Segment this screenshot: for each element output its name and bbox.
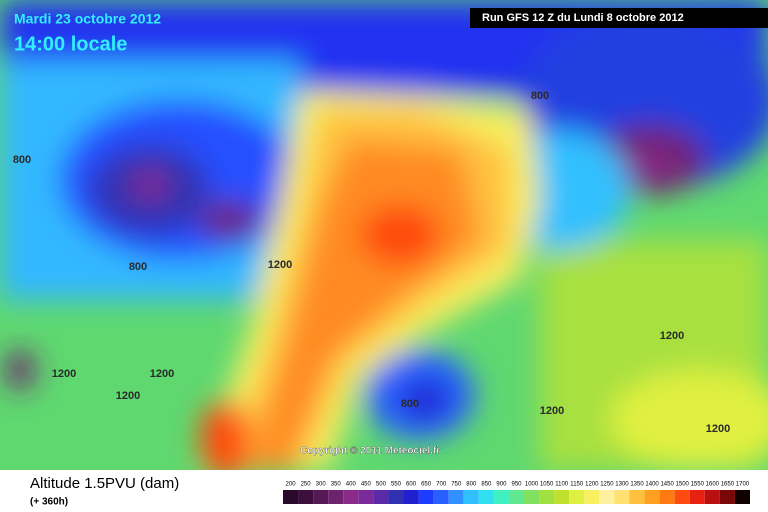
contour-label: 800 (13, 154, 31, 166)
map-field (0, 0, 768, 470)
legend-swatch (689, 490, 705, 504)
legend-label: 1550 (691, 482, 705, 488)
run-box (470, 8, 768, 28)
legend-swatch (659, 490, 675, 504)
legend-label: 800 (466, 482, 477, 488)
legend-swatch (614, 490, 630, 504)
legend-swatch (599, 490, 615, 504)
contour-label: 800 (531, 90, 549, 102)
legend-swatch (328, 490, 344, 504)
copyright: Copyright © 2011 Meteociel.fr (300, 446, 440, 457)
legend-swatch (448, 490, 464, 504)
legend-label: 900 (496, 482, 507, 488)
contour-label: 1200 (540, 405, 564, 417)
legend-swatch (478, 490, 494, 504)
legend-label: 950 (511, 482, 522, 488)
legend-label: 450 (361, 482, 372, 488)
legend-swatch (584, 490, 600, 504)
legend-swatch (674, 490, 690, 504)
contour-label: 1200 (116, 390, 140, 402)
legend-swatch (493, 490, 509, 504)
legend-swatch (298, 490, 314, 504)
legend-swatch (554, 490, 570, 504)
legend-label: 850 (481, 482, 492, 488)
legend-label: 1450 (660, 482, 674, 488)
legend-label: 550 (391, 482, 402, 488)
legend-swatch (508, 490, 525, 504)
contour-label: 1200 (660, 330, 684, 342)
legend-swatch (313, 490, 329, 504)
legend-label: 1650 (721, 482, 735, 488)
legend-swatch (704, 490, 720, 504)
contour-label: 800 (129, 261, 147, 273)
legend-label: 1050 (540, 482, 554, 488)
legend-swatch (524, 490, 540, 504)
contour-label: 1200 (150, 368, 174, 380)
legend-swatch (358, 490, 374, 504)
legend-label: 1600 (706, 482, 720, 488)
legend-label: 1300 (615, 482, 629, 488)
run-info: Run GFS 12 Z du Lundi 8 octobre 2012 (482, 12, 684, 24)
legend-swatch (644, 490, 660, 504)
variable-label: Altitude 1.5PVU (dam) (30, 475, 179, 492)
legend-label: 1150 (570, 482, 584, 488)
legend-label: 500 (376, 482, 387, 488)
legend-label: 1200 (585, 482, 599, 488)
legend-label: 300 (316, 482, 327, 488)
legend-swatch (433, 490, 449, 504)
legend-label: 700 (436, 482, 447, 488)
legend-swatch (734, 490, 750, 504)
legend-swatch (569, 490, 585, 504)
legend-label: 350 (331, 482, 342, 488)
legend-label: 1350 (630, 482, 644, 488)
legend-label: 1500 (676, 482, 690, 488)
legend-swatch (388, 490, 404, 504)
legend-label: 1000 (525, 482, 539, 488)
legend-label: 750 (451, 482, 462, 488)
contour-label: 1200 (706, 423, 730, 435)
valid-date: Mardi 23 octobre 2012 (14, 11, 161, 27)
legend-label: 1250 (600, 482, 614, 488)
legend-label: 400 (346, 482, 357, 488)
contour-label: 1200 (268, 259, 292, 271)
legend-label: 1100 (555, 482, 569, 488)
legend-swatch (719, 490, 735, 504)
legend-swatch (403, 490, 419, 504)
legend-label: 1400 (645, 482, 659, 488)
lead-time: (+ 360h) (30, 497, 68, 508)
legend-label: 250 (301, 482, 312, 488)
legend-swatch (629, 490, 645, 504)
legend-swatch (343, 490, 359, 504)
legend-swatch (373, 490, 389, 504)
legend-swatch (283, 490, 299, 504)
legend-label: 1700 (736, 482, 750, 488)
contour-label: 1200 (52, 368, 76, 380)
legend-label: 650 (421, 482, 432, 488)
legend-label: 200 (286, 482, 297, 488)
valid-time: 14:00 locale (14, 33, 127, 55)
legend-swatch (418, 490, 434, 504)
legend-swatch (463, 490, 479, 504)
contour-label: 800 (401, 398, 419, 410)
legend-swatch (539, 490, 555, 504)
legend-label: 600 (406, 482, 417, 488)
